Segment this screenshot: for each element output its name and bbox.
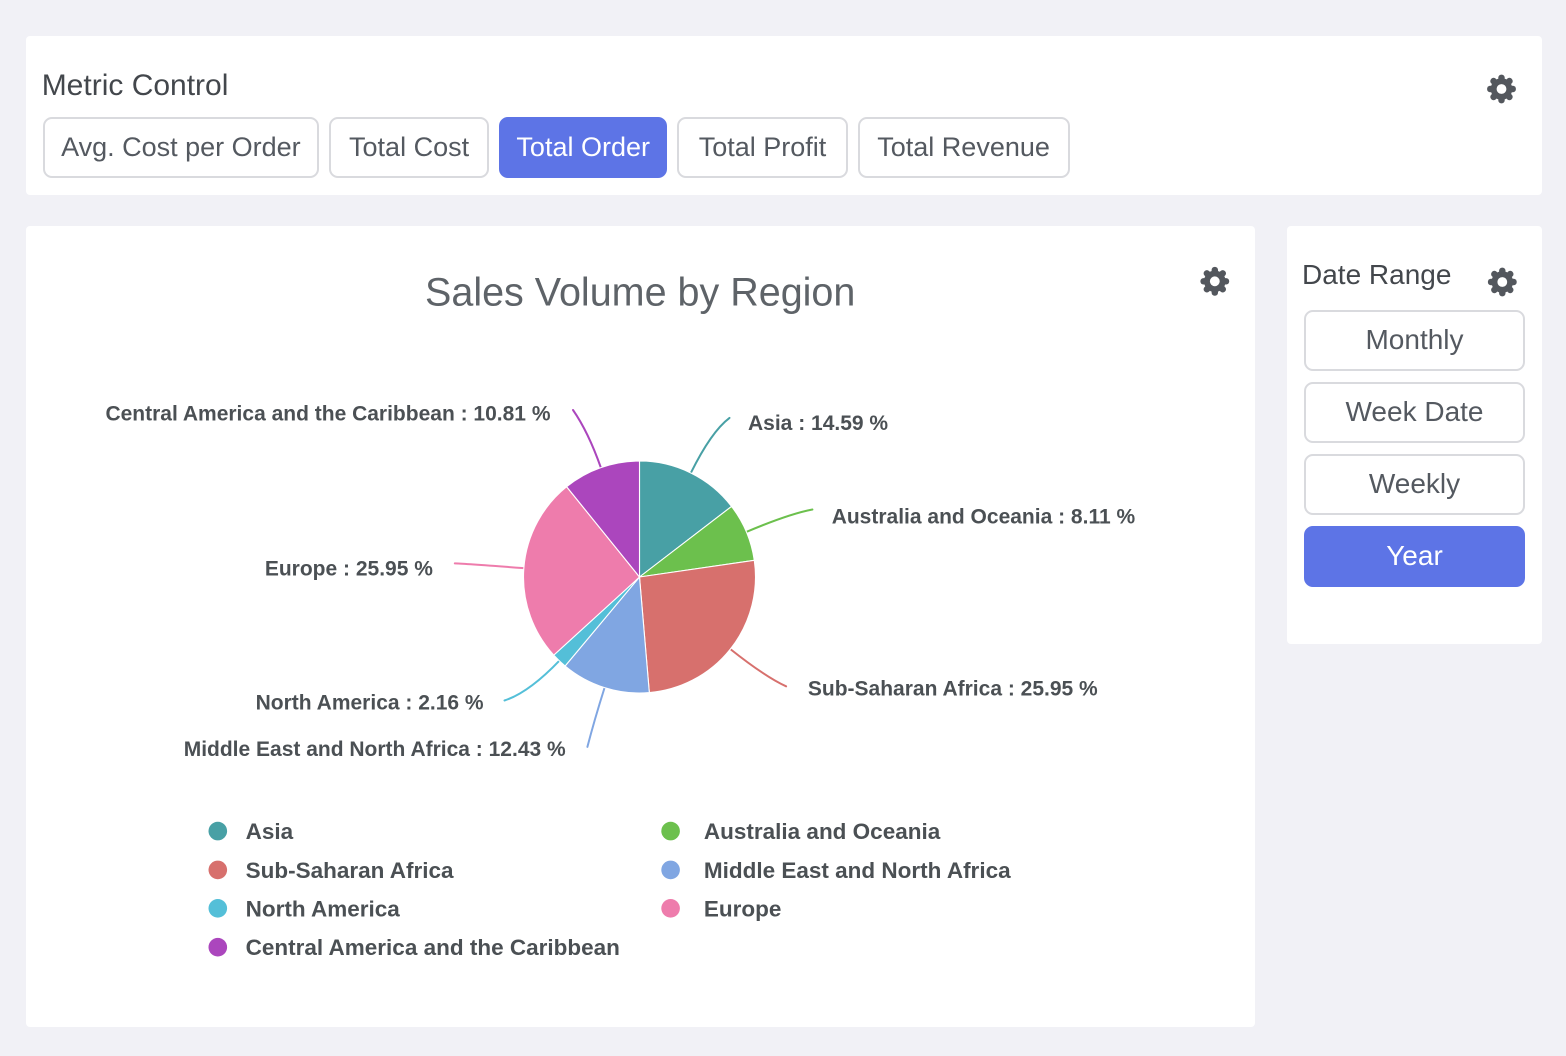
svg-text:Central America and the Caribb: Central America and the Caribbean bbox=[246, 935, 620, 960]
svg-text:Asia : 14.59 %: Asia : 14.59 % bbox=[748, 412, 888, 435]
svg-text:Sales Volume by Region: Sales Volume by Region bbox=[425, 270, 855, 314]
svg-text:Central America and the Caribb: Central America and the Caribbean : 10.8… bbox=[105, 402, 550, 425]
svg-text:North America: North America bbox=[246, 896, 401, 921]
svg-text:Sub-Saharan Africa : 25.95 %: Sub-Saharan Africa : 25.95 % bbox=[808, 677, 1098, 700]
svg-text:Europe: Europe bbox=[704, 896, 782, 921]
svg-text:North America : 2.16 %: North America : 2.16 % bbox=[256, 691, 484, 714]
svg-text:Sub-Saharan Africa: Sub-Saharan Africa bbox=[246, 857, 454, 882]
svg-text:Asia: Asia bbox=[246, 819, 294, 844]
svg-text:Australia and Oceania: Australia and Oceania bbox=[704, 819, 941, 844]
svg-text:Australia and Oceania : 8.11 %: Australia and Oceania : 8.11 % bbox=[832, 505, 1136, 528]
svg-text:Middle East and North Africa: Middle East and North Africa bbox=[704, 857, 1011, 882]
svg-text:Europe : 25.95 %: Europe : 25.95 % bbox=[265, 557, 433, 580]
svg-text:Middle East and North Africa :: Middle East and North Africa : 12.43 % bbox=[184, 738, 566, 761]
